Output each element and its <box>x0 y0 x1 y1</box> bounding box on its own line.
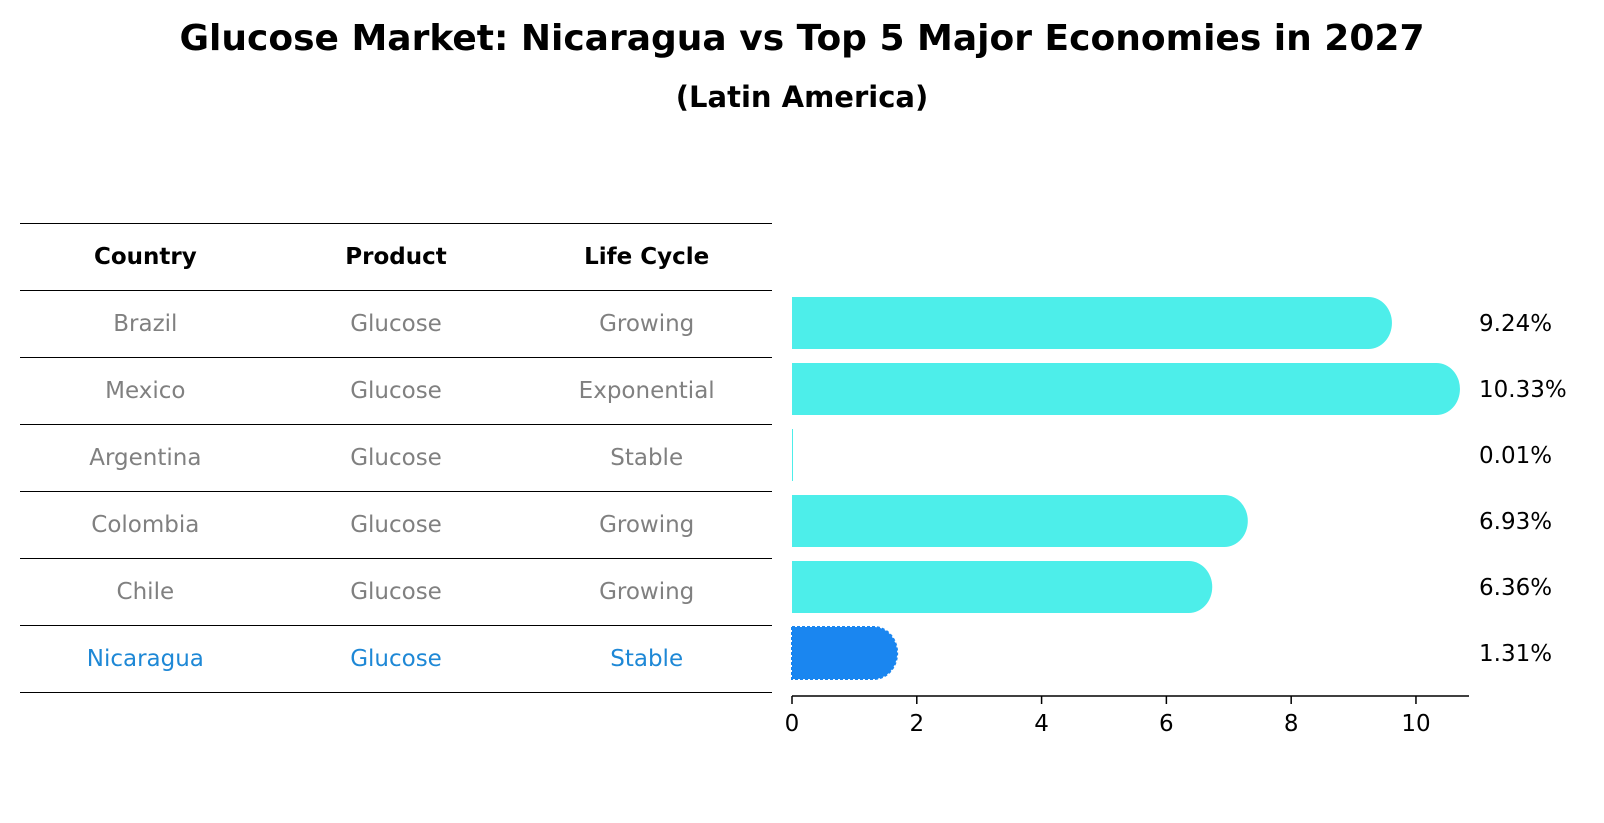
bar-argentina <box>792 429 793 481</box>
bar-chile <box>792 561 1213 613</box>
cell-product: Glucose <box>350 512 442 538</box>
table-row: Brazil Glucose Growing <box>20 291 772 358</box>
value-label-chile: 6.36% <box>1479 575 1552 601</box>
table-row-highlighted: Nicaragua Glucose Stable <box>20 626 772 693</box>
cell-product: Glucose <box>350 646 442 672</box>
header-product: Product <box>345 244 447 270</box>
header-country: Country <box>93 244 197 270</box>
value-label-brazil: 9.24% <box>1479 311 1552 337</box>
table-row: Colombia Glucose Growing <box>20 492 772 559</box>
cell-country: Chile <box>116 579 175 605</box>
table-row: Argentina Glucose Stable <box>20 425 772 492</box>
value-label-mexico: 10.33% <box>1479 377 1567 403</box>
x-tick-label: 6 <box>1159 711 1174 737</box>
value-label-argentina: 0.01% <box>1479 443 1552 469</box>
bar-brazil <box>792 297 1392 349</box>
cell-life-cycle: Stable <box>610 445 684 471</box>
table-header-row: Country Product Life Cycle <box>20 224 772 291</box>
cell-life-cycle: Growing <box>599 512 695 538</box>
value-label-colombia: 6.93% <box>1479 509 1552 535</box>
bar-nicaragua <box>791 626 899 680</box>
data-table: Country Product Life Cycle Brazil Glucos… <box>20 223 772 693</box>
value-label-nicaragua: 1.31% <box>1479 641 1552 667</box>
cell-country: Argentina <box>89 445 202 471</box>
cell-country: Colombia <box>91 512 200 538</box>
table-row: Mexico Glucose Exponential <box>20 358 772 425</box>
x-tick-label: 2 <box>909 711 924 737</box>
chart-subtitle: (Latin America) <box>675 80 929 114</box>
cell-country: Nicaragua <box>86 646 204 672</box>
chart-title: Glucose Market: Nicaragua vs Top 5 Major… <box>179 18 1425 59</box>
x-tick-label: 10 <box>1401 711 1430 737</box>
cell-life-cycle: Stable <box>610 646 684 672</box>
x-tick-label: 4 <box>1034 711 1049 737</box>
table-row: Chile Glucose Growing <box>20 559 772 626</box>
cell-life-cycle: Growing <box>599 579 695 605</box>
header-life-cycle: Life Cycle <box>584 244 710 270</box>
x-tick-label: 8 <box>1284 711 1299 737</box>
bar-mexico <box>792 363 1460 415</box>
cell-product: Glucose <box>350 579 442 605</box>
cell-product: Glucose <box>350 445 442 471</box>
cell-life-cycle: Growing <box>599 311 695 337</box>
cell-product: Glucose <box>350 378 442 404</box>
cell-country: Brazil <box>113 311 178 337</box>
x-tick-label: 0 <box>785 711 800 737</box>
cell-product: Glucose <box>350 311 442 337</box>
bar-colombia <box>792 495 1248 547</box>
cell-life-cycle: Exponential <box>578 378 715 404</box>
cell-country: Mexico <box>105 378 186 404</box>
